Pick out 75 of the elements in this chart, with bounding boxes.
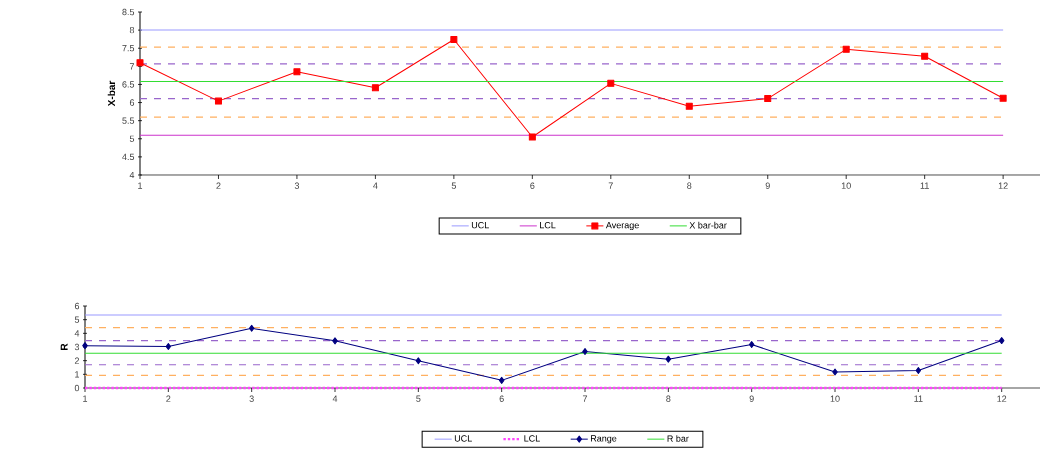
legend-label: UCL	[471, 221, 489, 229]
point	[293, 68, 301, 76]
x-tick-label: 9	[765, 182, 770, 189]
point	[248, 324, 255, 332]
y-tick-label: 0	[74, 384, 80, 392]
y-tick-label: 2	[74, 357, 80, 364]
y-tick-label: 4.5	[122, 153, 135, 161]
point	[685, 102, 693, 110]
x-tick-label: 10	[841, 182, 851, 189]
point	[764, 95, 772, 103]
legend-label: UCL	[454, 435, 472, 442]
x-tick-label: 2	[166, 395, 171, 402]
x-tick-label: 8	[666, 395, 671, 402]
y-tick-label: 5	[129, 135, 135, 142]
x-tick-label: 12	[997, 395, 1007, 402]
x-tick-label: 1	[83, 395, 88, 402]
point	[415, 357, 422, 365]
point	[214, 97, 222, 105]
x-tick-label: 5	[451, 182, 456, 189]
y-tick-label: 4	[74, 330, 80, 337]
y-tick-label: 4	[129, 171, 135, 179]
legend-label: LCL	[540, 221, 556, 229]
point	[999, 94, 1007, 102]
point	[371, 84, 379, 92]
y-axis-title: R	[60, 343, 68, 350]
point	[998, 337, 1005, 345]
x-tick-label: 10	[830, 395, 840, 402]
x-tick-label: 5	[416, 395, 421, 402]
x-tick-label: 12	[998, 182, 1008, 189]
x-tick-label: 4	[373, 182, 378, 189]
y-tick-label: 5.5	[122, 117, 135, 124]
legend-label: Average	[605, 222, 639, 231]
point	[921, 52, 929, 60]
point	[832, 368, 838, 376]
y-tick-label: 6	[129, 99, 135, 106]
x-tick-label: 7	[582, 395, 588, 402]
point	[165, 342, 172, 350]
legend-label: Range	[591, 435, 617, 444]
x-tick-label: 6	[499, 395, 504, 402]
y-tick-label: 8.5	[122, 8, 135, 16]
point	[842, 45, 850, 53]
point	[748, 341, 755, 349]
x-tick-label: 8	[687, 182, 692, 189]
x-tick-label: 2	[216, 182, 221, 189]
legend-label: R bar	[667, 435, 689, 442]
y-axis-title: X-bar	[107, 80, 116, 107]
x-tick-label: 7	[608, 182, 613, 189]
point	[607, 79, 615, 87]
point	[332, 337, 338, 345]
point	[915, 367, 922, 375]
y-tick-label: 6.5	[122, 81, 135, 88]
y-tick-label: 7.5	[122, 45, 135, 52]
y-tick-label: 3	[74, 343, 80, 351]
x-tick-label: 3	[249, 395, 254, 402]
y-tick-label: 8	[129, 26, 135, 34]
point	[82, 342, 88, 350]
x-tick-label: 3	[294, 182, 300, 189]
y-tick-label: 5	[74, 316, 80, 323]
point	[498, 376, 505, 384]
point	[582, 348, 588, 356]
y-tick-label: 6	[74, 302, 80, 310]
x-tick-label: 6	[530, 182, 535, 189]
y-tick-label: 7	[129, 63, 135, 70]
point	[528, 133, 536, 141]
legend-label: LCL	[524, 435, 540, 442]
x-tick-label: 9	[749, 395, 754, 402]
point	[665, 355, 672, 363]
point	[450, 36, 458, 44]
x-tick-label: 11	[920, 182, 929, 189]
x-tick-label: 4	[332, 395, 338, 402]
y-tick-label: 1	[75, 371, 80, 378]
point	[136, 59, 144, 67]
legend-label: X bar-bar	[689, 221, 727, 229]
x-tick-label: 11	[914, 395, 923, 402]
x-tick-label: 1	[138, 182, 143, 189]
